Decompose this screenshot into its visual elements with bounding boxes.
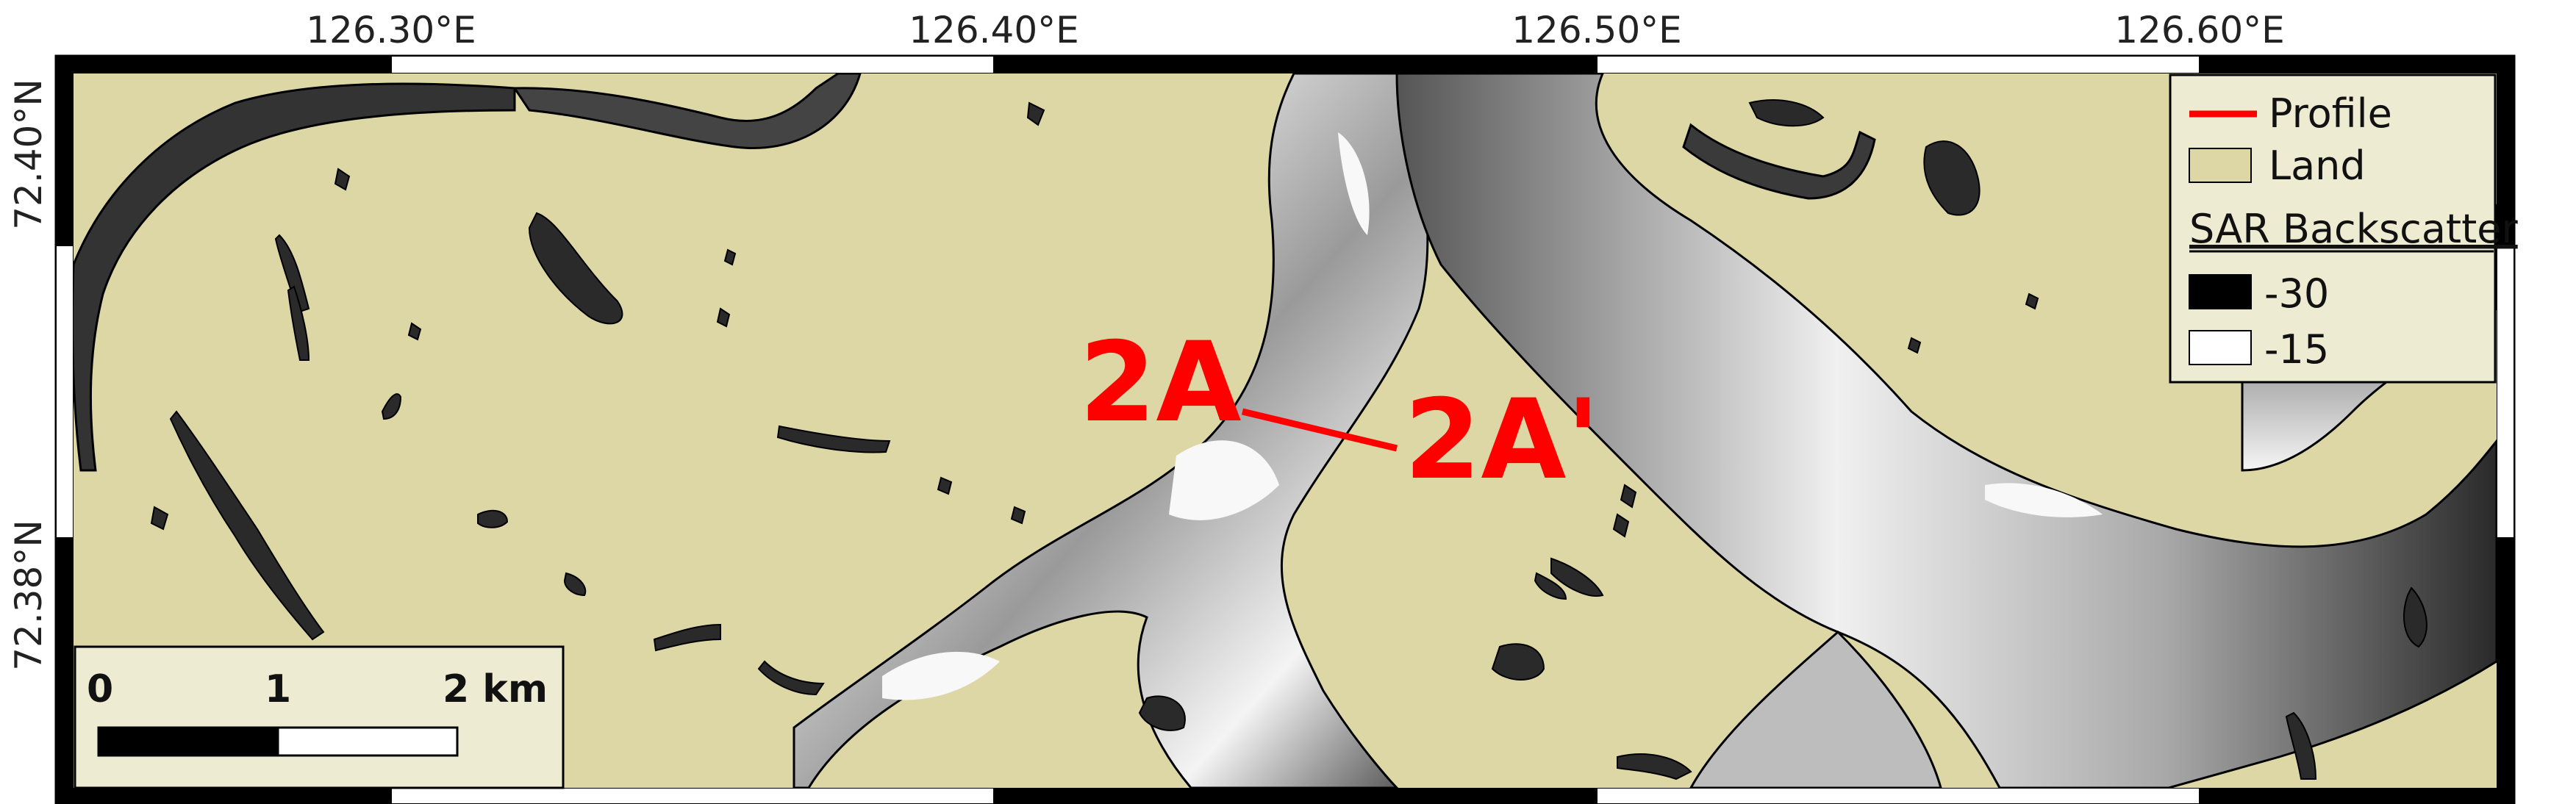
legend-sar-min-swatch — [2189, 274, 2252, 309]
oxbow-west — [74, 82, 516, 472]
ponds — [150, 99, 2427, 780]
profile-end-label: 2A' — [1404, 376, 1600, 504]
oxbow-north — [512, 73, 862, 149]
scalebar-segment-dark — [97, 726, 279, 757]
legend-sar-title: SAR Backscatter — [2189, 206, 2518, 252]
x-tick-label: 126.60°E — [2114, 9, 2285, 51]
y-tick-label: 72.40°N — [7, 79, 50, 230]
scalebar-label-2: 2 km — [443, 667, 548, 711]
scalebar-box — [74, 645, 565, 789]
scalebar: 0 1 2 km — [74, 645, 565, 789]
scalebar-label-1: 1 — [265, 667, 291, 711]
profile-start-label: 2A — [1079, 319, 1241, 447]
river-channel-southeast — [1689, 630, 1942, 788]
legend-sar-max-swatch — [2189, 330, 2252, 365]
legend: Profile Land SAR Backscatter -30 -15 — [2169, 73, 2518, 384]
scalebar-label-0: 0 — [87, 667, 113, 711]
bright-patches — [882, 132, 2103, 700]
x-tick-label: 126.50°E — [1511, 9, 1682, 51]
legend-profile-label: Profile — [2269, 90, 2392, 137]
scalebar-segment-light — [276, 726, 459, 757]
legend-land-swatch — [2189, 148, 2252, 183]
legend-land-label: Land — [2269, 143, 2366, 189]
river-channel-main — [793, 73, 1435, 788]
oxbow-northeast — [1682, 123, 1876, 200]
profile-line — [1241, 408, 1398, 452]
river-channel-east — [1395, 73, 2497, 788]
x-tick-label: 126.40°E — [909, 9, 1079, 51]
legend-sar-min-label: -30 — [2264, 270, 2329, 317]
legend-sar-max-label: -15 — [2264, 326, 2329, 373]
x-tick-label: 126.30°E — [306, 9, 476, 51]
y-tick-label: 72.38°N — [7, 520, 50, 671]
